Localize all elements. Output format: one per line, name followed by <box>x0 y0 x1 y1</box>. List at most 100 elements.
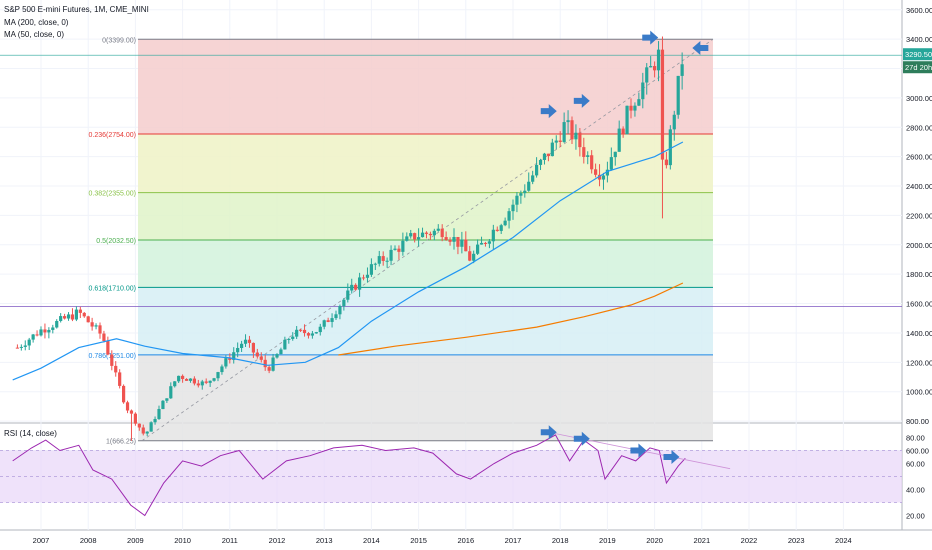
price-tick-label: 2200.00 <box>906 211 932 220</box>
candle-body <box>417 237 421 240</box>
price-tick-label: 1200.00 <box>906 358 932 367</box>
time-tick-label: 2016 <box>457 536 474 545</box>
candle-body <box>102 333 106 342</box>
candle-body <box>605 169 609 176</box>
candle-body <box>346 290 350 300</box>
candle-body <box>74 309 78 320</box>
rsi-tick-label: 20.00 <box>906 512 925 521</box>
candle-body <box>487 241 491 244</box>
candle-body <box>310 333 314 336</box>
candle-body <box>393 248 397 250</box>
candle-body <box>59 316 63 321</box>
candle-body <box>137 423 141 428</box>
candle-body <box>283 339 287 350</box>
arrow-shape <box>663 450 680 464</box>
candle-body <box>251 342 255 353</box>
candle-body <box>397 248 401 252</box>
candle-body <box>157 409 161 420</box>
price-axis[interactable]: 3600.003400.003200.003000.002800.002600.… <box>33 6 932 545</box>
candle-body <box>483 242 488 244</box>
candle-body <box>436 228 440 231</box>
candle-body <box>637 99 641 106</box>
candle-body <box>110 354 114 366</box>
price-tick-label: 2800.00 <box>906 123 932 132</box>
candle-body <box>106 341 110 355</box>
candle-body <box>141 427 145 434</box>
blue-arrow <box>642 30 659 45</box>
candle-body <box>590 155 594 170</box>
time-tick-label: 2019 <box>599 536 616 545</box>
candle-body <box>204 381 208 383</box>
candle-body <box>240 343 244 348</box>
candle-body <box>586 155 590 157</box>
rsi-pane[interactable] <box>0 425 902 517</box>
candle-body <box>184 378 189 381</box>
candle-body <box>550 142 554 157</box>
arrow-shape <box>540 104 557 119</box>
candle-body <box>527 181 531 191</box>
price-tick-label: 1400.00 <box>906 329 932 338</box>
candle-body <box>55 320 59 328</box>
candle-body <box>236 347 240 353</box>
candle-body <box>181 375 185 379</box>
candle-body <box>19 346 23 348</box>
time-tick-label: 2018 <box>552 536 569 545</box>
candle-body <box>672 114 676 130</box>
fib-level-label: 1(666.25) <box>106 439 136 446</box>
candle-body <box>523 190 527 194</box>
candle-body <box>114 365 118 373</box>
candle-body <box>70 314 75 320</box>
candle-body <box>409 233 413 237</box>
price-tick-label: 800.00 <box>906 417 929 426</box>
blue-arrow <box>573 431 590 446</box>
price-tick-label: 2000.00 <box>906 241 932 250</box>
candle-body <box>476 244 480 254</box>
candle-body <box>491 229 495 242</box>
candle-body <box>330 318 334 322</box>
candle-body <box>594 169 598 175</box>
candle-body <box>656 49 661 71</box>
rsi-tick-label: 60.00 <box>906 460 925 469</box>
countdown-value: 27d 20h <box>905 63 932 72</box>
candle-body <box>314 332 318 334</box>
candle-body <box>27 339 31 346</box>
candle-body <box>299 329 303 331</box>
time-tick-label: 2024 <box>835 536 852 545</box>
candle-body <box>228 358 232 360</box>
candle-body <box>78 309 82 313</box>
candle-body <box>621 128 625 135</box>
candle-body <box>66 314 71 319</box>
price-tick-label: 3400.00 <box>906 35 932 44</box>
candle-body <box>302 329 307 334</box>
price-pane[interactable]: 0(3399.00) 0.236(2754.00) 0.382(2355.00) 0.… <box>0 0 932 531</box>
candle-body <box>664 159 668 166</box>
price-tick-label: 3600.00 <box>906 6 932 15</box>
candle-body <box>385 260 389 262</box>
price-tick-label: 3000.00 <box>906 94 932 103</box>
candle-body <box>243 339 248 344</box>
candle-body <box>161 400 165 410</box>
candle-body <box>582 147 586 157</box>
fib-trendline <box>141 38 714 442</box>
arrow-shape <box>630 443 647 458</box>
blue-arrow <box>540 104 557 119</box>
candle-body <box>145 431 149 434</box>
candle-body <box>86 316 90 323</box>
fib-zone <box>138 287 713 355</box>
blue-arrow <box>692 40 709 55</box>
rsi-tick-label: 80.00 <box>906 434 925 443</box>
blue-arrow <box>573 93 590 108</box>
candle-body <box>405 236 409 241</box>
symbol-legend: S&P 500 E-mini Futures, 1M, CME_MINI <box>4 5 149 14</box>
candle-body <box>287 338 291 340</box>
candle-body <box>326 320 330 322</box>
candle-body <box>420 232 425 238</box>
candle-body <box>342 299 346 307</box>
candle-body <box>247 339 252 343</box>
candle-body <box>129 410 134 414</box>
candle-body <box>169 386 173 399</box>
candle-body <box>82 312 86 317</box>
candle-body <box>279 349 283 355</box>
price-tick-label: 600.00 <box>906 446 929 455</box>
